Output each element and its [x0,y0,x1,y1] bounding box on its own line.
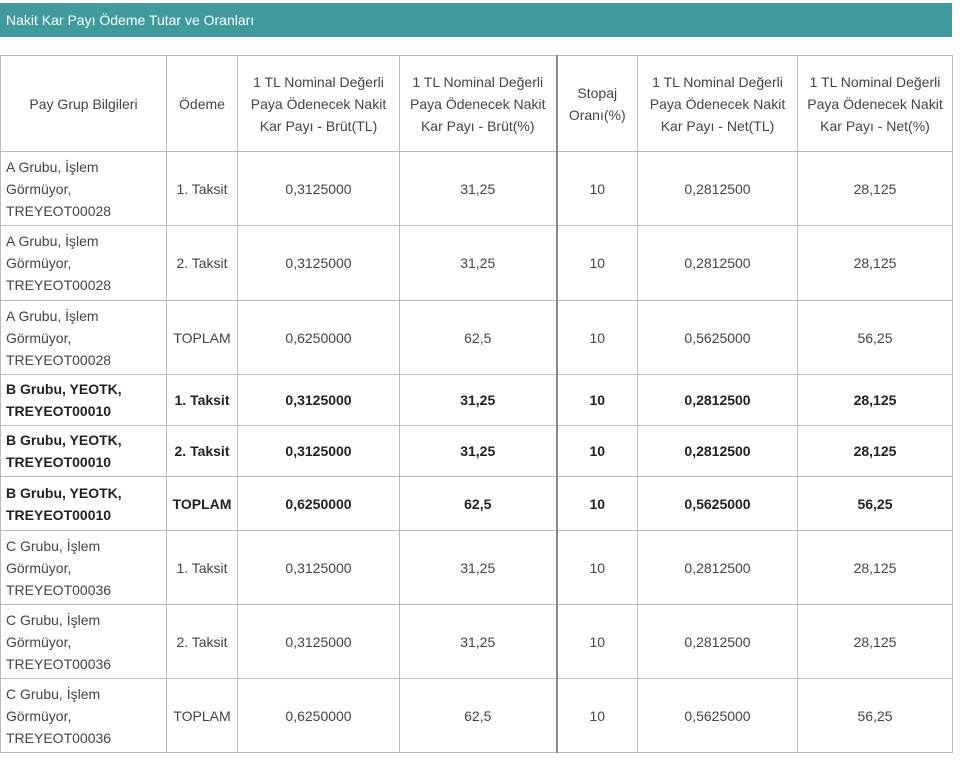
column-header: 1 TL Nominal Değerli Paya Ödenecek Nakit… [797,55,953,152]
table-row: A Grubu, İşlem Görmüyor, TREYEOT00028 1. … [0,151,953,226]
table-cell: 0,2812500 [637,425,798,477]
table-cell: 28,125 [797,374,953,426]
table-cell: 0,3125000 [237,425,400,477]
table-cell: 0,3125000 [237,530,400,605]
table-cell: A Grubu, İşlem Görmüyor, TREYEOT00028 [0,151,167,226]
table-cell: A Grubu, İşlem Görmüyor, TREYEOT00028 [0,300,167,375]
table-cell: 0,3125000 [237,151,400,226]
table-cell: 28,125 [797,225,953,301]
table-row: C Grubu, İşlem Görmüyor, TREYEOT00036 TOP… [0,678,953,753]
table-row: B Grubu, YEOTK, TREYEOT00010 TOPLAM 0,6250… [0,476,953,531]
table-cell: 10 [555,374,638,426]
table-cell: 62,5 [399,678,557,753]
header-row: Pay Grup Bilgileri Ödeme 1 TL Nominal Değe… [0,55,953,152]
table-cell: A Grubu, İşlem Görmüyor, TREYEOT00028 [0,225,167,301]
table-row: B Grubu, YEOTK, TREYEOT00010 2. Taksit 0,3… [0,425,953,477]
table-cell: 10 [555,151,638,226]
table-cell: 56,25 [797,476,953,531]
column-header: Ödeme [166,55,238,152]
table-cell: 31,25 [399,374,557,426]
table-cell: 31,25 [399,530,557,605]
table-cell: 0,3125000 [237,604,400,679]
table-cell: B Grubu, YEOTK, TREYEOT00010 [0,476,167,531]
table-cell: 10 [555,476,638,531]
table-cell: 0,5625000 [637,300,798,375]
table-cell: 0,2812500 [637,530,798,605]
table-cell: 0,2812500 [637,151,798,226]
table-row: C Grubu, İşlem Görmüyor, TREYEOT00036 1. … [0,530,953,605]
table-cell: 2. Taksit [166,425,238,477]
table-cell: 10 [555,225,638,301]
table-row: C Grubu, İşlem Görmüyor, TREYEOT00036 2. … [0,604,953,679]
table-row: A Grubu, İşlem Görmüyor, TREYEOT00028 TOP… [0,300,953,375]
table-cell: 28,125 [797,530,953,605]
table-cell: 0,6250000 [237,476,400,531]
table-cell: 28,125 [797,425,953,477]
table-cell: 31,25 [399,151,557,226]
table-cell: 10 [555,530,638,605]
column-header: Stopaj Oranı(%) [555,55,638,152]
table-cell: 0,2812500 [637,604,798,679]
table-cell: 31,25 [399,604,557,679]
table-cell: 0,6250000 [237,678,400,753]
table-cell: 56,25 [797,678,953,753]
table-cell: 10 [555,425,638,477]
column-header: Pay Grup Bilgileri [0,55,167,152]
table-cell: 2. Taksit [166,225,238,301]
table-cell: 10 [555,678,638,753]
table-cell: TOPLAM [166,476,238,531]
table-cell: 1. Taksit [166,374,238,426]
table-cell: 0,5625000 [637,678,798,753]
table-cell: 28,125 [797,604,953,679]
table-cell: B Grubu, YEOTK, TREYEOT00010 [0,374,167,426]
column-header: 1 TL Nominal Değerli Paya Ödenecek Nakit… [399,55,557,152]
table-row: A Grubu, İşlem Görmüyor, TREYEOT00028 2. … [0,225,953,301]
table-cell: 31,25 [399,425,557,477]
table-cell: 10 [555,604,638,679]
table-cell: 0,2812500 [637,374,798,426]
table-row: B Grubu, YEOTK, TREYEOT00010 1. Taksit 0,3… [0,374,953,426]
table-cell: C Grubu, İşlem Görmüyor, TREYEOT00036 [0,530,167,605]
table-cell: 0,3125000 [237,225,400,301]
table-cell: 0,5625000 [637,476,798,531]
column-header: 1 TL Nominal Değerli Paya Ödenecek Nakit… [637,55,798,152]
table-cell: C Grubu, İşlem Görmüyor, TREYEOT00036 [0,678,167,753]
table-cell: 62,5 [399,300,557,375]
dividend-table: Pay Grup Bilgileri Ödeme 1 TL Nominal Değe… [0,55,953,753]
table-cell: TOPLAM [166,300,238,375]
table-cell: B Grubu, YEOTK, TREYEOT00010 [0,425,167,477]
table-cell: 1. Taksit [166,151,238,226]
column-header: 1 TL Nominal Değerli Paya Ödenecek Nakit… [237,55,400,152]
table-cell: 2. Taksit [166,604,238,679]
table-cell: 28,125 [797,151,953,226]
table-cell: 1. Taksit [166,530,238,605]
table-cell: 62,5 [399,476,557,531]
table-cell: 0,6250000 [237,300,400,375]
table-cell: 0,3125000 [237,374,400,426]
section-header: Nakit Kar Payı Ödeme Tutar ve Oranları [0,3,952,37]
table-cell: 31,25 [399,225,557,301]
table-cell: 10 [555,300,638,375]
table-cell: C Grubu, İşlem Görmüyor, TREYEOT00036 [0,604,167,679]
table-cell: 0,2812500 [637,225,798,301]
table-cell: 56,25 [797,300,953,375]
table-cell: TOPLAM [166,678,238,753]
